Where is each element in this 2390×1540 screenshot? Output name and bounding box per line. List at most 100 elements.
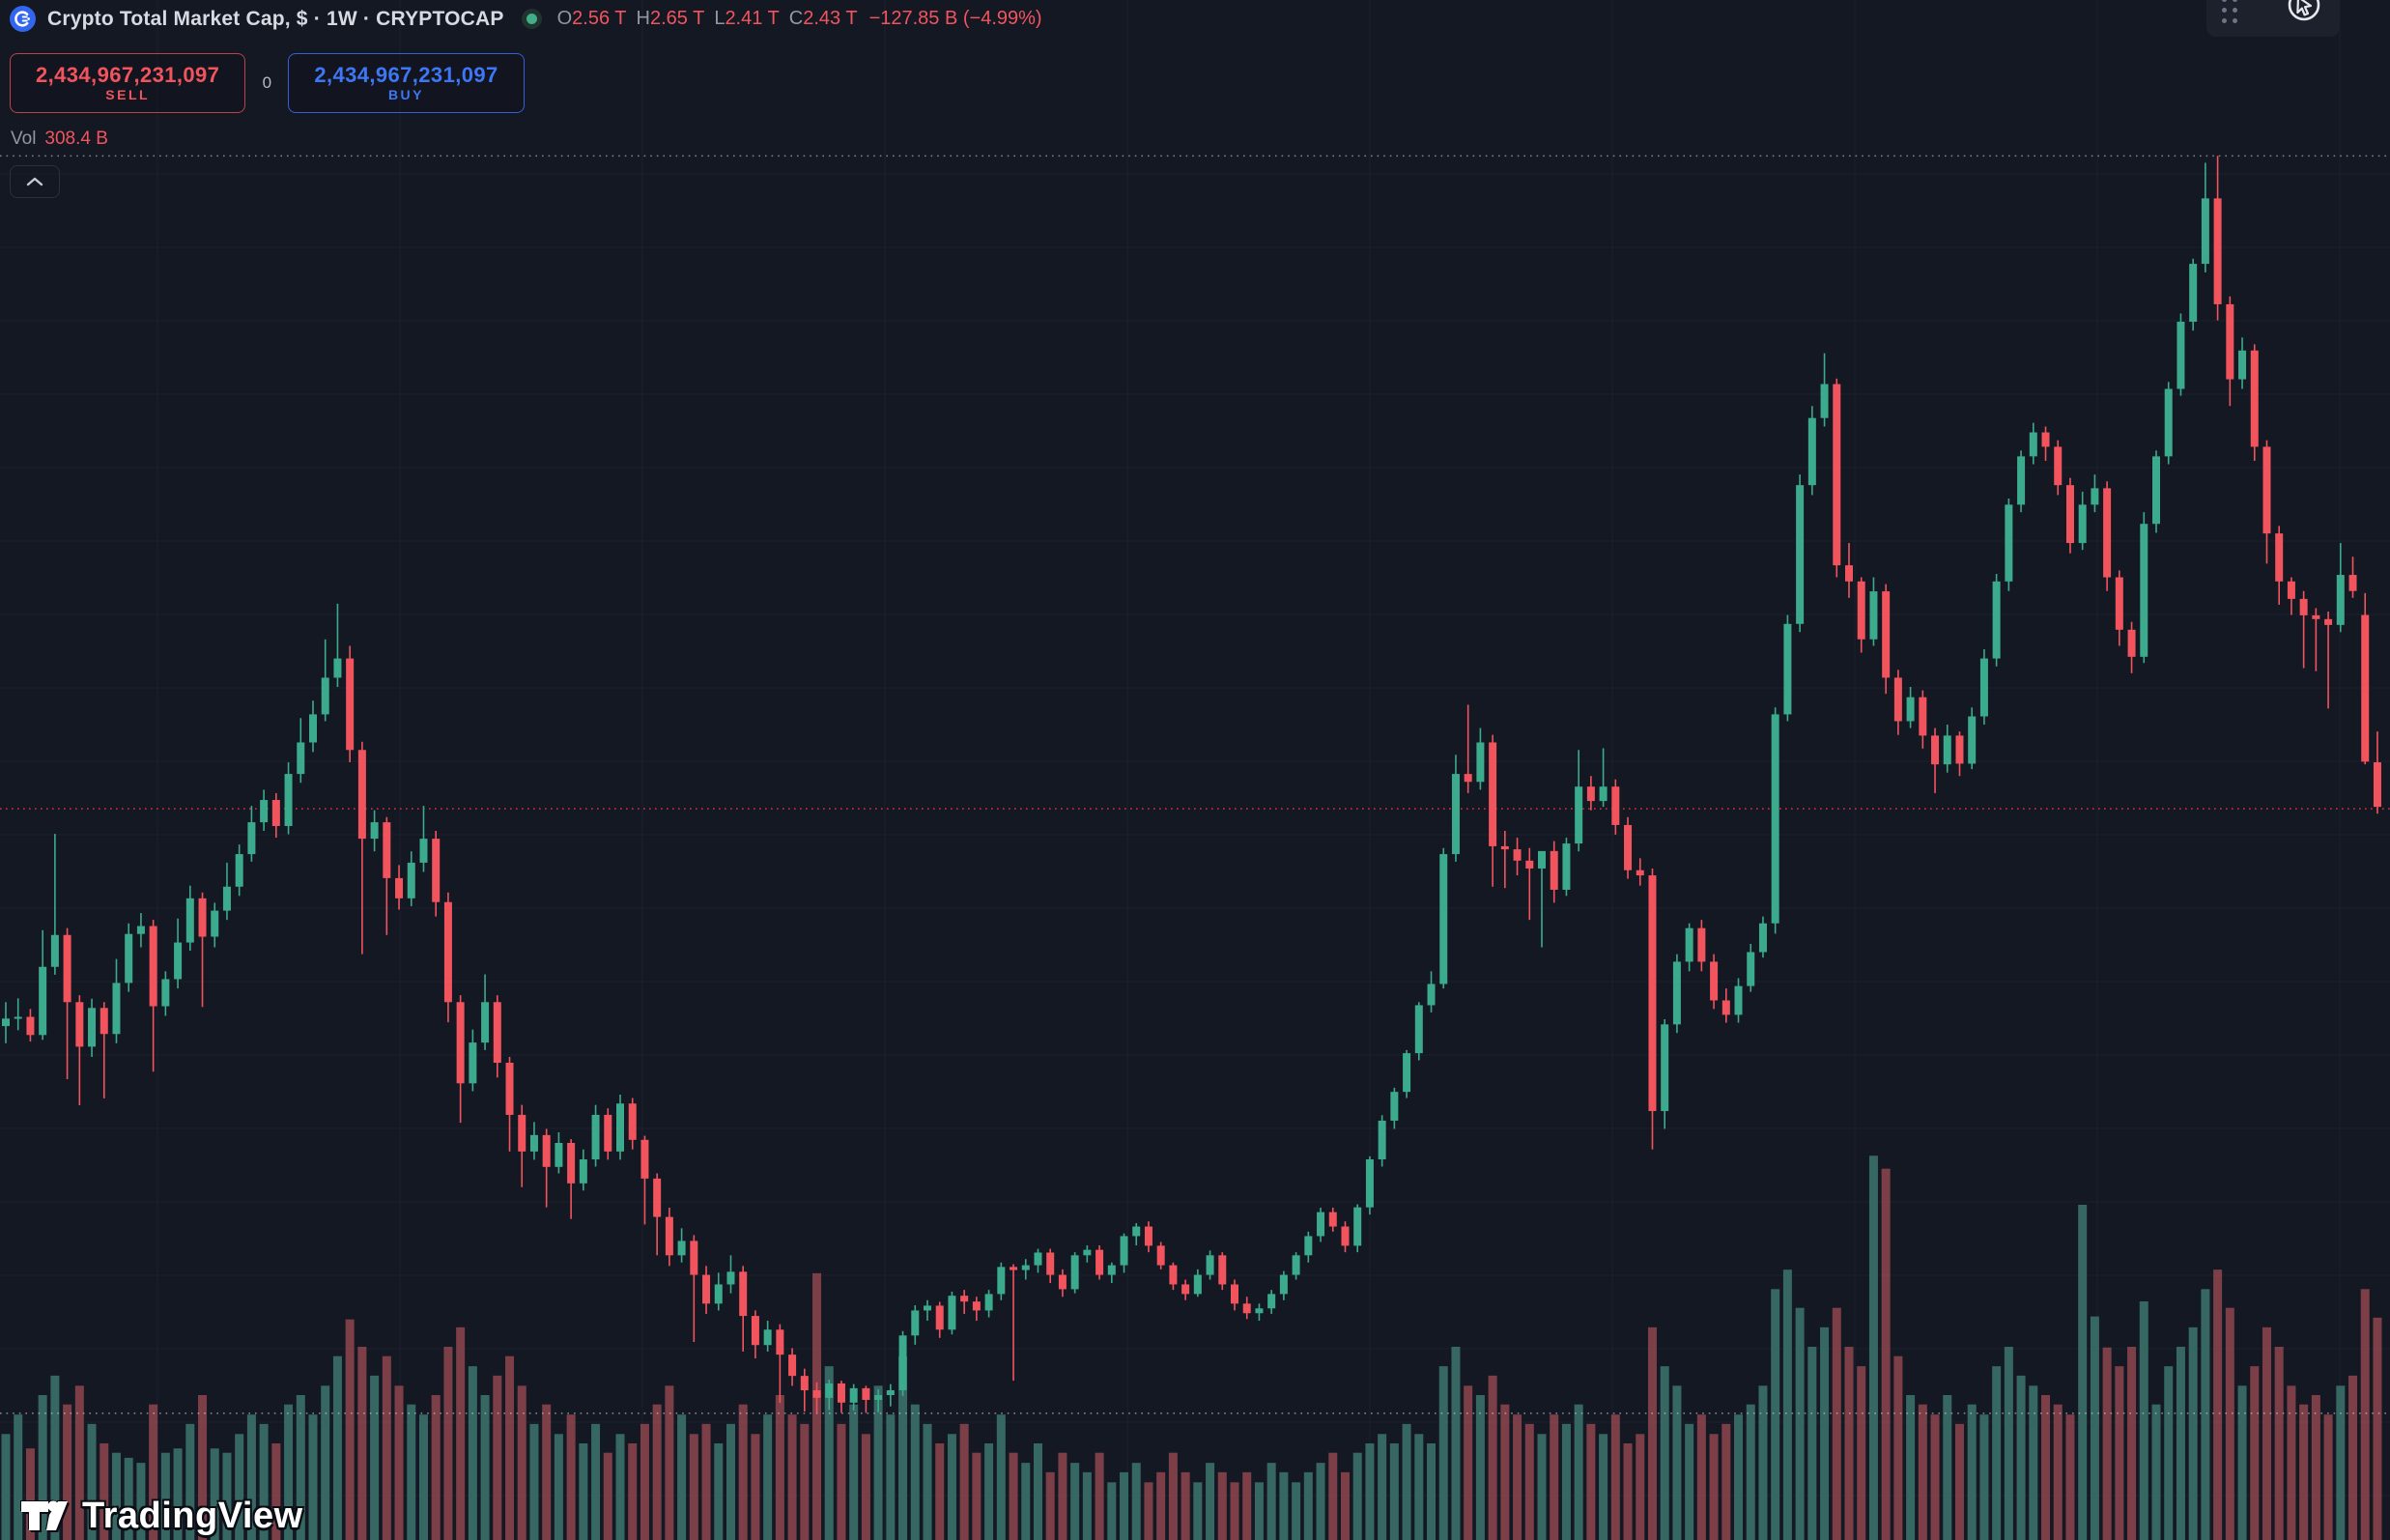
volume-bar [910, 1404, 920, 1540]
volume-bar [628, 1443, 638, 1540]
volume-bar [259, 1423, 269, 1540]
candle-body [960, 1296, 969, 1302]
volume-bar [959, 1423, 969, 1540]
market-status-icon[interactable] [521, 9, 542, 29]
volume-bar [2287, 1385, 2296, 1540]
volume-bar [198, 1395, 208, 1540]
candle-body [407, 862, 415, 898]
volume-bar [2274, 1347, 2284, 1540]
candle-body [1513, 849, 1522, 861]
candle-body [1845, 565, 1853, 582]
volume-bar [984, 1443, 994, 1540]
candle-body [1132, 1226, 1141, 1237]
candle-body [1869, 591, 1878, 640]
volume-bar [1365, 1443, 1375, 1540]
candle-body [419, 839, 428, 863]
candle-body [2140, 524, 2148, 657]
cursor-tool-icon[interactable] [2282, 0, 2326, 29]
volume-bar [579, 1443, 588, 1540]
candle-body [2361, 614, 2370, 762]
volume-bar [1340, 1471, 1350, 1540]
candle-body [271, 800, 280, 826]
volume-bar [2213, 1269, 2223, 1540]
sell-button[interactable]: 2,434,967,231,097 SELL [10, 53, 246, 113]
volume-bar [1586, 1423, 1596, 1540]
volume-bar [996, 1414, 1006, 1540]
candle-body [383, 822, 391, 878]
candle-body [1758, 923, 1767, 953]
high-label: H [636, 8, 650, 29]
candle-body [2299, 598, 2308, 615]
candle-body [321, 677, 329, 715]
symbol-title[interactable]: Crypto Total Market Cap, $ · 1W · CRYPTO… [47, 7, 504, 30]
volume-bar [1734, 1414, 1744, 1540]
candle-body [924, 1305, 931, 1311]
close-label: C [788, 8, 804, 29]
volume-bar [689, 1434, 698, 1540]
candle-body [849, 1387, 858, 1403]
volume-bar [1832, 1307, 1841, 1540]
volume-bar [2004, 1347, 2013, 1540]
candle-body [2348, 575, 2357, 591]
volume-bar [1438, 1366, 1448, 1540]
candle-body [2115, 577, 2123, 630]
volume-bar [87, 1423, 97, 1540]
volume-bar [701, 1423, 711, 1540]
candle-body [1021, 1265, 1030, 1270]
tradingview-watermark[interactable]: TradingView [19, 1494, 303, 1538]
volume-bar [25, 1448, 35, 1540]
volume-bar [1316, 1463, 1325, 1540]
volume-bar [1070, 1463, 1080, 1540]
candle-body [776, 1329, 784, 1355]
volume-bar [677, 1414, 687, 1540]
volume-bar [2336, 1385, 2346, 1540]
buy-button[interactable]: 2,434,967,231,097 BUY [288, 53, 525, 113]
candle-body [1414, 1005, 1423, 1054]
candle-body [2017, 456, 2026, 505]
candle-body [1328, 1212, 1337, 1227]
volume-bar [136, 1463, 146, 1540]
volume-bar [308, 1414, 318, 1540]
volume-bar [2102, 1347, 2112, 1540]
volume-bar [2188, 1326, 2198, 1540]
candle-body [1807, 417, 1816, 486]
volume-bar [2065, 1414, 2075, 1540]
volume-bar [468, 1366, 477, 1540]
candle-body [665, 1216, 673, 1256]
volume-bar [2311, 1395, 2320, 1540]
candle-body [2152, 456, 2160, 525]
volume-bar [566, 1414, 576, 1540]
volume-bar [210, 1448, 219, 1540]
candle-body [1882, 591, 1891, 678]
volume-bar [726, 1423, 735, 1540]
candle-body [1046, 1252, 1055, 1275]
candle-body [222, 886, 231, 911]
drag-handle-icon[interactable] [2222, 0, 2238, 24]
volume-bar [800, 1423, 810, 1540]
candle-body [763, 1329, 772, 1346]
candle-body [260, 800, 269, 823]
volume-bar [1746, 1404, 1755, 1540]
volume-bar [886, 1414, 896, 1540]
candle-body [443, 901, 452, 1003]
candle-body [702, 1274, 711, 1304]
volume-bar [2176, 1347, 2185, 1540]
volume-bar [1120, 1471, 1129, 1540]
spread-value: 0 [262, 73, 272, 92]
candle-body [432, 839, 441, 902]
candle-body [2, 1018, 10, 1027]
candle-body [2127, 629, 2136, 657]
collapse-panel-button[interactable] [10, 165, 60, 198]
candle-body [1599, 786, 1608, 802]
candle-body [690, 1241, 698, 1275]
volume-bar [837, 1423, 846, 1540]
candle-body [1893, 677, 1902, 722]
volume-bar [1217, 1471, 1227, 1540]
candle-body [1624, 824, 1633, 870]
candle-body [555, 1143, 563, 1167]
volume-bar [2323, 1414, 2333, 1540]
volume-bar [1021, 1463, 1031, 1540]
candle-body [88, 1008, 97, 1047]
candle-body [1820, 384, 1829, 418]
